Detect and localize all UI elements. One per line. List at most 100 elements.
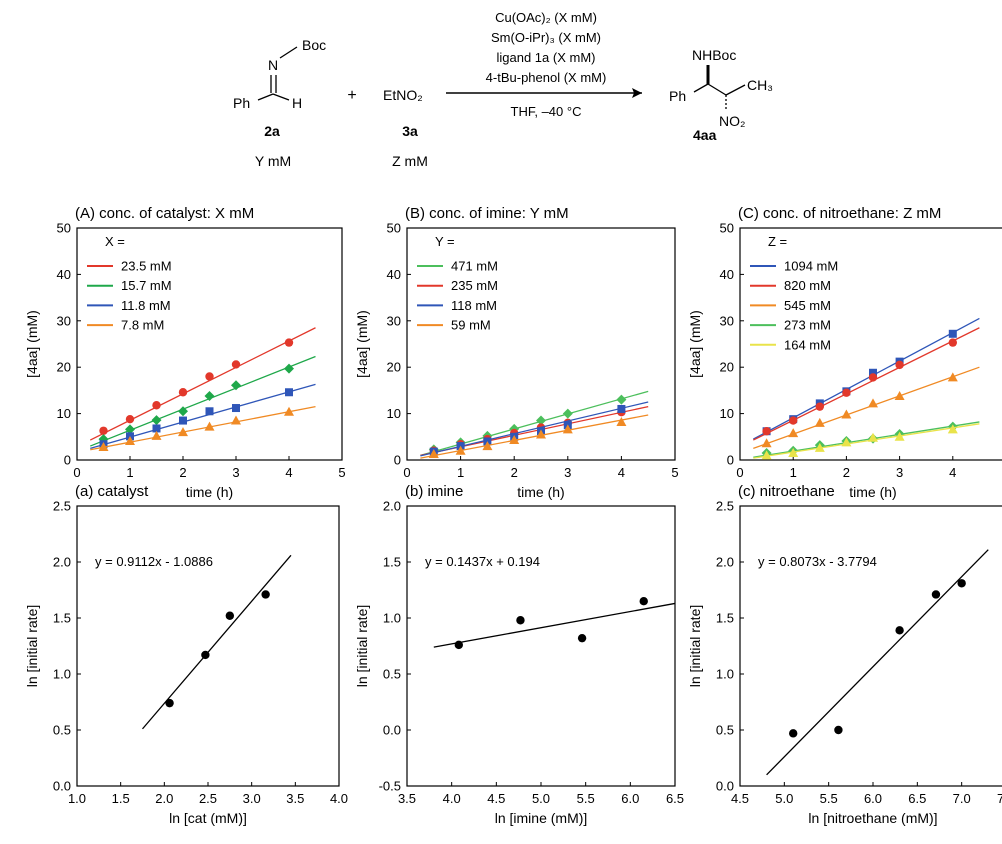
y-tick-label: 2.5 <box>53 499 71 514</box>
product-no2-label: NO₂ <box>719 113 745 129</box>
x-tick-label: 3.5 <box>286 791 304 806</box>
data-point <box>454 640 464 650</box>
data-point <box>205 372 214 381</box>
x-tick-label: 6.5 <box>908 791 926 806</box>
x-axis-label: time (h) <box>517 484 564 500</box>
y-tick-label: 2.0 <box>716 555 734 570</box>
chart-title: (c) nitroethane <box>738 483 835 500</box>
fit-line <box>766 549 989 776</box>
data-point <box>841 437 852 447</box>
fit-line <box>420 414 649 459</box>
x-tick-label: 0 <box>73 465 80 480</box>
x-axis-label: ln [imine (mM)] <box>495 810 588 826</box>
reaction-scheme: Boc N Ph H 2a Y mM + EtNO₂ 3a Z mM Cu(OA… <box>233 10 773 169</box>
data-point <box>178 406 188 417</box>
x-tick-label: 2.0 <box>155 791 173 806</box>
data-point <box>947 372 958 382</box>
product-backbone-bond <box>707 83 727 96</box>
data-point <box>178 427 188 437</box>
data-point <box>616 394 627 405</box>
x-tick-label: 5 <box>671 465 678 480</box>
data-point <box>178 388 188 397</box>
y-tick-label: 30 <box>720 313 734 328</box>
data-point <box>284 406 294 416</box>
data-point <box>98 442 109 452</box>
data-point <box>99 426 108 435</box>
charts-container: (A) conc. of catalyst: X mM0 1 2 3 4 50102030… <box>24 205 1002 826</box>
data-point <box>577 633 587 643</box>
y-tick-label: 30 <box>387 313 401 328</box>
data-point <box>617 404 626 413</box>
fit-line <box>420 390 649 456</box>
fit-line <box>433 602 676 648</box>
data-point <box>562 408 573 419</box>
data-point <box>204 390 215 401</box>
legend-label: 164 mM <box>784 337 831 352</box>
legend-label: 15.7 mM <box>121 278 172 293</box>
data-point <box>562 424 573 434</box>
plot-frame <box>76 505 340 787</box>
data-point <box>151 430 162 440</box>
data-point <box>788 448 799 458</box>
x-tick-label: 2 <box>179 465 186 480</box>
data-point <box>894 390 905 400</box>
data-point <box>948 338 957 347</box>
reagent-phenol: 4-tBu-phenol (X mM) <box>486 70 607 85</box>
legend-label: 235 mM <box>451 278 498 293</box>
imine-concentration: Y mM <box>255 153 291 169</box>
x-tick-label: 4 <box>949 465 956 480</box>
product-nhboc-label: NHBoc <box>692 47 736 63</box>
data-point <box>225 611 235 620</box>
data-point <box>201 650 210 660</box>
data-point <box>231 360 241 369</box>
y-tick-label: 0 <box>394 453 401 468</box>
data-point <box>428 448 439 458</box>
reagent-ligand: ligand 1a (X mM) <box>497 50 596 65</box>
plot-frame <box>76 227 343 461</box>
data-point <box>261 590 270 599</box>
x-tick-label: 5.5 <box>820 791 838 806</box>
x-tick-label: 2 <box>843 465 850 480</box>
chart-5: (b) imine 3.5 4.0 4.5 5.0 5.5 6.0 6.5 -0.5 0.0 0.5… <box>354 483 684 826</box>
data-point <box>516 616 525 625</box>
data-point <box>205 407 214 416</box>
fit-line <box>89 327 316 441</box>
y-tick-label: 10 <box>387 406 401 421</box>
reaction-conditions: THF, –40 °C <box>511 104 582 119</box>
reagent-copper: Cu(OAc)₂ (X mM) <box>495 10 597 25</box>
y-tick-label: 0.5 <box>716 723 734 738</box>
y-tick-label: 1.0 <box>53 667 71 682</box>
data-point <box>125 424 135 435</box>
x-tick-label: 0 <box>403 465 410 480</box>
y-tick-label: 0.5 <box>383 667 401 682</box>
chart-title: (C) conc. of nitroethane: Z mM <box>738 205 941 222</box>
data-point <box>788 428 799 438</box>
y-tick-label: 40 <box>720 267 734 282</box>
y-tick-label: 1.0 <box>383 611 401 626</box>
y-tick-label: 50 <box>387 221 401 236</box>
x-tick-label: 4.5 <box>731 791 749 806</box>
data-point <box>869 368 877 377</box>
x-tick-label: 3.0 <box>243 791 261 806</box>
legend-label: 7.8 mM <box>121 318 164 333</box>
y-tick-label: 10 <box>57 406 71 421</box>
plot-frame <box>406 505 676 787</box>
nitroethane-compound-id: 3a <box>402 123 418 139</box>
y-axis-label: [4aa] (mM) <box>24 310 40 378</box>
data-point <box>179 416 187 425</box>
plot-frame <box>739 227 1002 461</box>
chart-title: (b) imine <box>405 483 463 500</box>
legend-label: 820 mM <box>784 278 831 293</box>
legend-title: X = <box>105 234 125 249</box>
data-point <box>231 415 241 425</box>
x-tick-label: 4.0 <box>443 791 461 806</box>
data-point <box>616 416 627 426</box>
chart-4: (a) catalyst 1.0 1.5 2.0 2.5 3.0 3.5 4.0 0.0 0.5 1… <box>24 483 348 826</box>
data-point <box>895 626 904 635</box>
data-point <box>814 417 825 427</box>
x-tick-label: 5.0 <box>775 791 793 806</box>
fit-line <box>142 554 292 730</box>
nitroethane-concentration: Z mM <box>392 153 428 169</box>
y-tick-label: 30 <box>57 313 71 328</box>
